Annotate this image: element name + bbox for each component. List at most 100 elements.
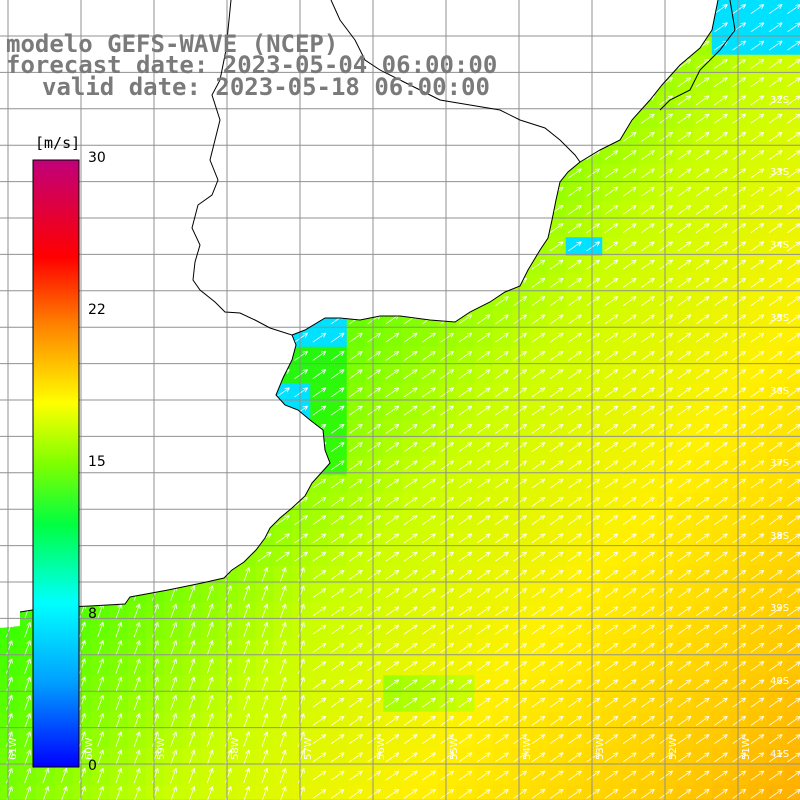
wind-arrow [513, 460, 528, 471]
field-cell [401, 383, 421, 403]
wind-arrow [298, 786, 305, 800]
wind-arrow [714, 204, 728, 215]
field-cell [438, 584, 457, 603]
wind-arrow [659, 350, 674, 361]
wind-arrow [677, 314, 692, 325]
field-cell [766, 109, 786, 129]
field-cell [675, 693, 695, 713]
field-cell [784, 730, 800, 749]
wind-arrow [276, 551, 290, 562]
wind-arrow [367, 624, 382, 635]
field-cell [693, 401, 713, 421]
wind-arrow [622, 223, 637, 234]
field-cell [657, 91, 676, 111]
field-cell [730, 456, 749, 476]
wind-arrow [750, 241, 765, 252]
wind-arrow [586, 588, 601, 599]
wind-arrow [531, 442, 546, 453]
wind-arrow [750, 515, 765, 526]
wind-arrow [531, 387, 546, 398]
field-cell [401, 346, 421, 366]
wind-arrow [330, 551, 345, 562]
wind-arrow [659, 496, 674, 507]
field-cell [638, 584, 658, 603]
wind-arrow [152, 694, 159, 711]
wind-arrow [225, 640, 232, 656]
field-cell [547, 383, 567, 403]
field-cell [711, 18, 731, 38]
field-cell [401, 401, 421, 421]
field-cell [784, 310, 800, 330]
wind-arrow [641, 496, 655, 507]
field-cell [584, 438, 603, 457]
wind-arrow [604, 661, 619, 672]
field-cell [456, 766, 476, 786]
wind-arrow [440, 515, 455, 526]
field-cell [748, 36, 768, 56]
field-cell [328, 784, 348, 800]
wind-arrow [586, 423, 601, 434]
field-cell [620, 547, 640, 567]
wind-arrow [188, 640, 196, 656]
field-cell [547, 365, 567, 384]
field-cell [365, 456, 384, 476]
wind-arrow [367, 551, 382, 562]
wind-arrow [349, 752, 363, 763]
field-cell [529, 438, 549, 457]
wind-arrow [568, 752, 582, 763]
wind-arrow [714, 442, 728, 453]
wind-arrow [622, 788, 637, 799]
field-cell [584, 328, 603, 348]
field-cell [383, 547, 403, 567]
field-cell [657, 292, 676, 311]
wind-arrow [367, 588, 382, 599]
wind-arrow [622, 770, 637, 781]
wind-arrow [440, 642, 455, 653]
field-cell [693, 200, 713, 220]
field-cell [748, 18, 768, 38]
wind-arrow [732, 588, 747, 599]
field-cell [529, 547, 549, 567]
lat-label: 39S [770, 603, 790, 614]
field-cell [693, 784, 713, 800]
wind-arrow [261, 567, 269, 583]
field-cell [602, 200, 622, 220]
field-cell [748, 164, 768, 184]
field-cell [365, 657, 384, 676]
wind-arrow [604, 150, 619, 161]
wind-arrow [261, 786, 269, 800]
field-cell [620, 784, 640, 800]
wind-arrow [641, 460, 655, 471]
field-cell [584, 292, 603, 311]
wind-arrow [768, 168, 783, 179]
field-cell [383, 328, 403, 348]
wind-arrow [714, 314, 728, 325]
wind-arrow [188, 676, 196, 693]
field-cell [657, 584, 676, 603]
wind-arrow [422, 460, 436, 471]
wind-arrow [152, 713, 159, 729]
field-cell [584, 346, 603, 366]
wind-arrow [458, 496, 473, 507]
field-cell [730, 419, 749, 439]
wind-arrow [677, 642, 692, 653]
wind-arrow [714, 259, 728, 270]
wind-arrow [714, 734, 728, 745]
wind-arrow [768, 588, 783, 599]
wind-arrow [513, 423, 528, 434]
wind-arrow [677, 551, 692, 562]
wind-arrow [768, 296, 783, 307]
wind-arrow [531, 350, 546, 361]
wind-arrow [714, 661, 728, 672]
field-cell [638, 547, 658, 567]
wind-arrow [152, 640, 159, 656]
field-cell [346, 474, 366, 494]
field-cell [438, 456, 457, 476]
field-cell [419, 693, 439, 713]
wind-arrow [659, 423, 674, 434]
wind-arrow [586, 168, 601, 179]
field-cell [638, 383, 658, 403]
wind-arrow [622, 332, 637, 343]
wind-arrow [385, 423, 400, 434]
